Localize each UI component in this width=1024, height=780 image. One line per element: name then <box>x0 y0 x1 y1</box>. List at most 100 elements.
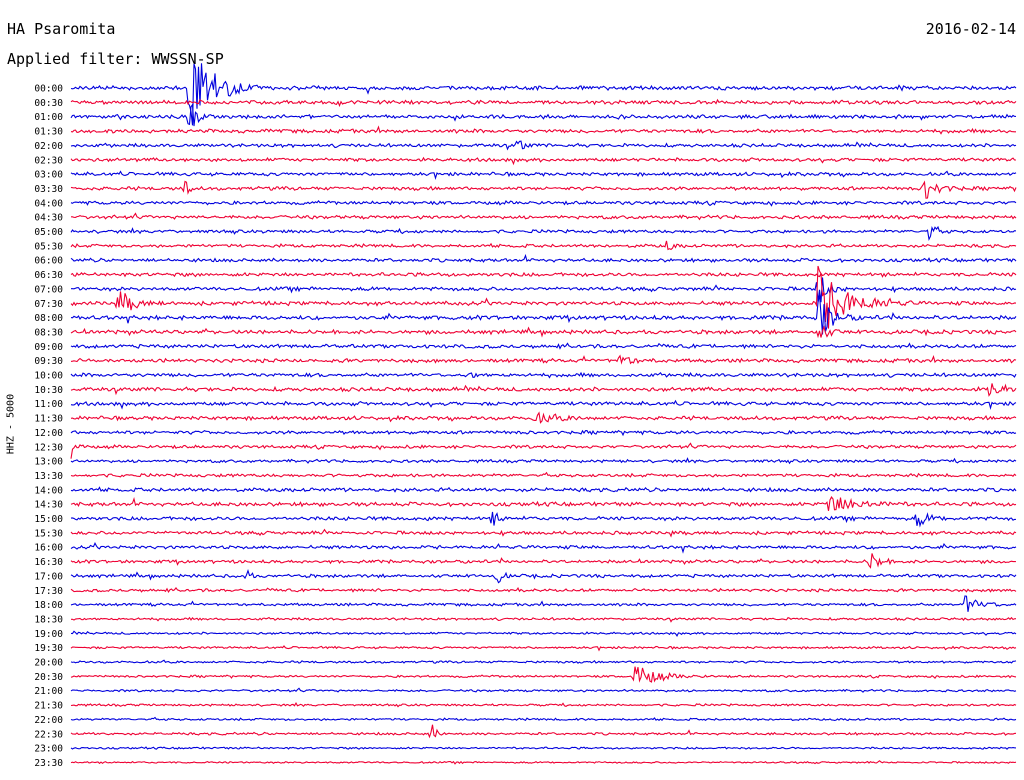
trace-2300 <box>70 746 1017 750</box>
trace-1430 <box>70 495 1017 511</box>
time-label-0900: 09:00 <box>34 342 63 353</box>
trace-2200 <box>70 716 1017 722</box>
trace-1100 <box>70 399 1017 411</box>
trace-0130 <box>70 125 1017 135</box>
time-label-0830: 08:30 <box>34 327 63 338</box>
trace-0730 <box>70 265 1017 329</box>
time-label-1030: 10:30 <box>34 385 63 396</box>
station-title: HA Psaromita <box>7 20 116 38</box>
trace-1130 <box>70 411 1017 424</box>
trace-1800 <box>70 595 1017 612</box>
time-label-0700: 07:00 <box>34 284 63 295</box>
time-label-1430: 14:30 <box>34 500 63 511</box>
time-label-0300: 03:00 <box>34 170 63 181</box>
trace-0100 <box>70 103 1017 127</box>
trace-2330 <box>70 760 1017 765</box>
trace-0830 <box>70 325 1017 339</box>
trace-2000 <box>70 659 1017 664</box>
time-label-0200: 02:00 <box>34 141 63 152</box>
time-label-0800: 08:00 <box>34 313 63 324</box>
trace-1300 <box>70 457 1017 465</box>
time-label-0130: 01:30 <box>34 127 63 138</box>
time-label-1500: 15:00 <box>34 514 63 525</box>
trace-group <box>70 63 1017 765</box>
trace-1600 <box>70 541 1017 554</box>
trace-0530 <box>70 240 1017 251</box>
trace-0700 <box>70 277 1017 303</box>
filter-label: Applied filter: WWSSN-SP <box>7 50 224 68</box>
trace-0230 <box>70 156 1016 166</box>
trace-0200 <box>70 140 1017 151</box>
time-label-1100: 11:00 <box>34 399 63 410</box>
time-label-0600: 06:00 <box>34 256 63 267</box>
trace-0400 <box>70 200 1017 207</box>
time-label-2230: 22:30 <box>34 729 63 740</box>
time-label-2000: 20:00 <box>34 658 63 669</box>
time-label-0730: 07:30 <box>34 299 63 310</box>
time-label-2200: 22:00 <box>34 715 63 726</box>
time-label-1800: 18:00 <box>34 600 63 611</box>
time-label-2300: 23:00 <box>34 744 63 755</box>
time-label-2130: 21:30 <box>34 701 63 712</box>
time-label-1930: 19:30 <box>34 643 63 654</box>
trace-0030 <box>70 98 1017 108</box>
time-label-0330: 03:30 <box>34 184 63 195</box>
trace-1630 <box>70 553 1017 569</box>
time-label-0030: 00:30 <box>34 98 63 109</box>
time-label-group: 00:00 00:30 01:00 01:30 02:00 02:30 03:00 03:30… <box>34 84 63 769</box>
trace-0300 <box>70 170 1017 181</box>
trace-2230 <box>70 724 1017 739</box>
time-label-0430: 04:30 <box>34 213 63 224</box>
time-label-1230: 12:30 <box>34 442 63 453</box>
time-label-2330: 23:30 <box>34 758 63 769</box>
trace-0900 <box>70 342 1017 350</box>
time-label-0630: 06:30 <box>34 270 63 281</box>
trace-0430 <box>70 212 1017 221</box>
time-label-0400: 04:00 <box>34 198 63 209</box>
trace-2100 <box>70 687 1017 693</box>
time-label-1330: 13:30 <box>34 471 63 482</box>
trace-0800 <box>70 294 1017 335</box>
trace-1830 <box>70 616 1017 623</box>
time-label-1600: 16:00 <box>34 543 63 554</box>
trace-0000 <box>70 63 1017 126</box>
time-label-0230: 02:30 <box>34 155 63 166</box>
time-label-1130: 11:30 <box>34 414 63 425</box>
time-label-1730: 17:30 <box>34 586 63 597</box>
time-label-1700: 17:00 <box>34 571 63 582</box>
trace-1500 <box>70 511 1017 528</box>
trace-1400 <box>70 486 1017 493</box>
time-label-2100: 21:00 <box>34 686 63 697</box>
trace-1900 <box>70 630 1017 637</box>
trace-0630 <box>70 271 1017 278</box>
trace-1230 <box>70 442 1017 459</box>
time-label-0930: 09:30 <box>34 356 63 367</box>
time-label-1200: 12:00 <box>34 428 63 439</box>
trace-1930 <box>70 645 1017 652</box>
trace-0600 <box>70 253 1017 264</box>
trace-1530 <box>70 528 1017 538</box>
trace-0330 <box>70 180 1017 199</box>
time-label-2030: 20:30 <box>34 672 63 683</box>
time-label-1830: 18:30 <box>34 614 63 625</box>
time-label-1400: 14:00 <box>34 485 63 496</box>
trace-0500 <box>70 225 1017 242</box>
time-label-1000: 10:00 <box>34 371 63 382</box>
date-label: 2016-02-14 <box>925 20 1016 38</box>
time-label-1630: 16:30 <box>34 557 63 568</box>
time-label-1900: 19:00 <box>34 629 63 640</box>
trace-1200 <box>70 429 1017 437</box>
time-label-0500: 05:00 <box>34 227 63 238</box>
time-label-0000: 00:00 <box>34 84 63 95</box>
trace-1330 <box>70 471 1017 478</box>
time-label-0100: 01:00 <box>34 112 63 123</box>
trace-1700 <box>70 568 1017 584</box>
trace-2030 <box>70 666 1017 683</box>
time-label-1530: 15:30 <box>34 528 63 539</box>
trace-1730 <box>70 587 1017 594</box>
time-label-0530: 05:30 <box>34 241 63 252</box>
trace-2130 <box>70 701 1017 708</box>
trace-1000 <box>70 371 1017 379</box>
trace-0930 <box>70 354 1017 365</box>
